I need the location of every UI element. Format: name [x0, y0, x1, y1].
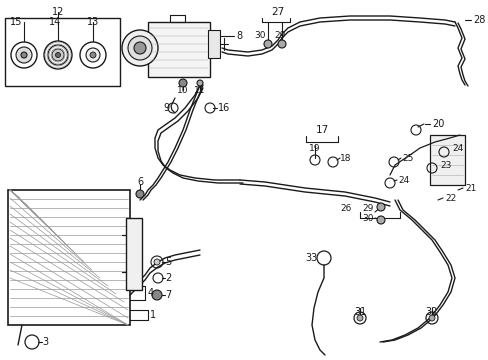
Text: 21: 21 — [464, 184, 475, 193]
Circle shape — [80, 42, 106, 68]
Text: 20: 20 — [431, 119, 444, 129]
Text: 19: 19 — [308, 144, 320, 153]
Circle shape — [376, 216, 384, 224]
Text: 15: 15 — [10, 17, 22, 27]
Text: 6: 6 — [137, 177, 143, 187]
Text: 16: 16 — [218, 103, 230, 113]
Bar — [8, 190, 130, 325]
Circle shape — [86, 48, 100, 62]
Circle shape — [356, 315, 362, 321]
Circle shape — [134, 42, 146, 54]
Text: 30: 30 — [254, 31, 265, 40]
Text: 4: 4 — [148, 288, 154, 298]
Bar — [429, 135, 464, 185]
Circle shape — [428, 315, 434, 321]
Circle shape — [90, 52, 96, 58]
Text: 2: 2 — [164, 273, 171, 283]
Text: 3: 3 — [42, 337, 48, 347]
Circle shape — [122, 30, 158, 66]
Text: 10: 10 — [177, 86, 188, 95]
Text: 22: 22 — [444, 194, 455, 202]
Text: 14: 14 — [49, 17, 61, 27]
Circle shape — [52, 49, 64, 61]
Circle shape — [197, 80, 203, 86]
Text: 17: 17 — [315, 125, 328, 135]
Text: 32: 32 — [425, 307, 437, 317]
Circle shape — [136, 190, 143, 198]
Circle shape — [179, 79, 186, 87]
Text: 23: 23 — [439, 161, 450, 170]
Circle shape — [128, 36, 152, 60]
Circle shape — [264, 40, 271, 48]
Circle shape — [16, 47, 32, 63]
Text: 13: 13 — [87, 17, 99, 27]
Text: 28: 28 — [472, 15, 485, 25]
Text: 26: 26 — [340, 203, 351, 212]
Text: 11: 11 — [194, 86, 205, 95]
Text: 27: 27 — [271, 7, 284, 17]
Text: 33: 33 — [305, 253, 317, 263]
Text: 7: 7 — [164, 290, 171, 300]
Text: 29: 29 — [274, 31, 285, 40]
Bar — [126, 218, 142, 290]
Text: 24: 24 — [451, 144, 462, 153]
Bar — [5, 18, 120, 86]
Text: 29: 29 — [361, 203, 373, 212]
Circle shape — [154, 259, 160, 265]
Text: 8: 8 — [236, 31, 242, 41]
Circle shape — [278, 40, 285, 48]
Text: 9: 9 — [163, 103, 170, 113]
Circle shape — [376, 203, 384, 211]
Circle shape — [55, 53, 61, 58]
Circle shape — [11, 42, 37, 68]
Text: 31: 31 — [353, 307, 366, 317]
Text: 5: 5 — [164, 257, 171, 267]
Text: 12: 12 — [52, 7, 64, 17]
Circle shape — [21, 52, 27, 58]
Text: 30: 30 — [361, 213, 373, 222]
Bar — [207, 30, 220, 58]
Bar — [148, 22, 209, 77]
Text: 25: 25 — [401, 153, 412, 162]
Text: 24: 24 — [397, 176, 408, 185]
Circle shape — [48, 45, 68, 65]
Circle shape — [152, 290, 162, 300]
Circle shape — [44, 41, 72, 69]
Text: 18: 18 — [339, 153, 351, 162]
Text: 1: 1 — [150, 310, 156, 320]
